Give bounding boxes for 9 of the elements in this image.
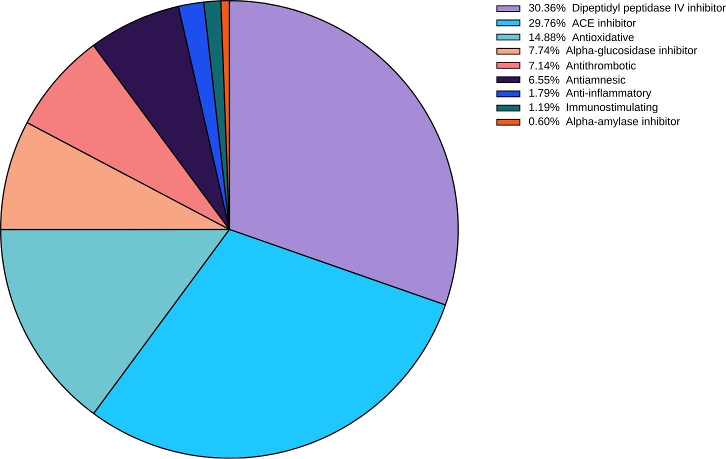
legend-label: 1.79% Anti-inflammatory <box>529 88 652 100</box>
legend-label: 7.14% Antithrombotic <box>529 62 636 70</box>
legend-label: 0.60% Alpha-amylase inhibitor <box>528 117 680 128</box>
legend-label: 7.74% Alpha-glucosidase inhibitor <box>529 46 698 56</box>
legend-label: 1.19% Immunostimulating <box>529 103 658 114</box>
legend-label: 14.88% Antioxidative <box>529 33 634 42</box>
legend-label: 30.36% Dipeptidyl peptidase IV inhibitor <box>528 4 726 14</box>
legend-label: 6.55% Antiamnesic <box>529 76 626 84</box>
legend-label: 29.76% ACE inhibitor <box>529 18 636 28</box>
